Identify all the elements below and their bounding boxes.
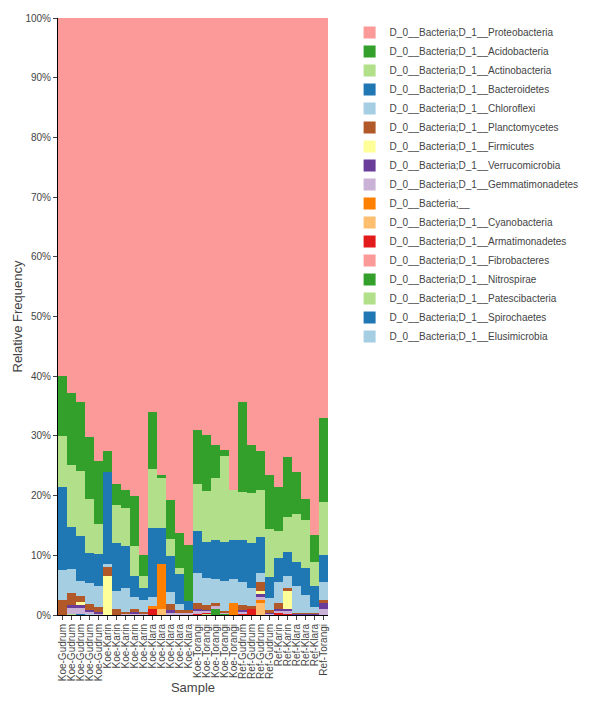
svg-text:D_0__Bacteria;D_1__Gemmatimona: D_0__Bacteria;D_1__Gemmatimonadetes bbox=[390, 179, 578, 190]
svg-text:10%: 10% bbox=[31, 550, 51, 561]
svg-text:Ref-Gudrum: Ref-Gudrum bbox=[264, 624, 275, 679]
svg-text:Koe-Torangi: Koe-Torangi bbox=[201, 624, 212, 678]
svg-text:Koe-Gudrum: Koe-Gudrum bbox=[84, 624, 95, 681]
svg-text:D_0__Bacteria;D_1__Verrucomicr: D_0__Bacteria;D_1__Verrucomicrobia bbox=[390, 160, 561, 171]
svg-text:Ref-Gudrum: Ref-Gudrum bbox=[255, 624, 266, 679]
svg-text:Koe-Gudrum: Koe-Gudrum bbox=[93, 624, 104, 681]
svg-text:D_0__Bacteria;D_1__Planctomyce: D_0__Bacteria;D_1__Planctomycetes bbox=[390, 122, 559, 133]
svg-text:Ref-Gudrum: Ref-Gudrum bbox=[237, 624, 248, 679]
svg-text:Koe-Klara: Koe-Klara bbox=[147, 624, 158, 669]
svg-text:D_0__Bacteria;D_1__Proteobacte: D_0__Bacteria;D_1__Proteobacteria bbox=[390, 27, 554, 38]
svg-text:40%: 40% bbox=[31, 371, 51, 382]
svg-text:80%: 80% bbox=[31, 132, 51, 143]
svg-text:Koe-Torangi: Koe-Torangi bbox=[192, 624, 203, 678]
svg-text:Ref-Karin: Ref-Karin bbox=[273, 624, 284, 666]
svg-text:D_0__Bacteria;D_1__Actinobacte: D_0__Bacteria;D_1__Actinobacteria bbox=[390, 65, 552, 76]
svg-text:D_0__Bacteria;D_1__Patescibact: D_0__Bacteria;D_1__Patescibacteria bbox=[390, 293, 557, 304]
svg-text:D_0__Bacteria;D_1__Cyanobacter: D_0__Bacteria;D_1__Cyanobacteria bbox=[390, 217, 553, 228]
svg-text:Koe-Klara: Koe-Klara bbox=[156, 624, 167, 669]
svg-text:D_0__Bacteria;D_1__Bacteroidet: D_0__Bacteria;D_1__Bacteroidetes bbox=[390, 84, 550, 95]
svg-text:Ref-Klara: Ref-Klara bbox=[291, 624, 302, 667]
svg-text:Sample: Sample bbox=[171, 680, 215, 695]
svg-text:30%: 30% bbox=[31, 430, 51, 441]
svg-text:Ref-Torangi: Ref-Torangi bbox=[318, 624, 329, 676]
svg-text:100%: 100% bbox=[25, 13, 51, 24]
svg-text:Koe-Karin: Koe-Karin bbox=[111, 624, 122, 668]
svg-text:Koe-Klara: Koe-Klara bbox=[183, 624, 194, 669]
svg-text:D_0__Bacteria;__: D_0__Bacteria;__ bbox=[390, 198, 470, 209]
svg-text:D_0__Bacteria;D_1__Fibrobacter: D_0__Bacteria;D_1__Fibrobacteres bbox=[390, 255, 550, 266]
svg-text:D_0__Bacteria;D_1__Nitrospirae: D_0__Bacteria;D_1__Nitrospirae bbox=[390, 274, 537, 285]
svg-text:50%: 50% bbox=[31, 311, 51, 322]
svg-text:Ref-Klara: Ref-Klara bbox=[309, 624, 320, 667]
svg-text:D_0__Bacteria;D_1__Elusimicrob: D_0__Bacteria;D_1__Elusimicrobia bbox=[390, 331, 548, 342]
svg-text:Ref-Klara: Ref-Klara bbox=[300, 624, 311, 667]
svg-text:D_0__Bacteria;D_1__Chloroflexi: D_0__Bacteria;D_1__Chloroflexi bbox=[390, 103, 536, 114]
svg-text:Koe-Gudrum: Koe-Gudrum bbox=[75, 624, 86, 681]
svg-text:Koe-Gudrum: Koe-Gudrum bbox=[66, 624, 77, 681]
svg-text:0%: 0% bbox=[37, 610, 52, 621]
svg-text:D_0__Bacteria;D_1__Acidobacter: D_0__Bacteria;D_1__Acidobacteria bbox=[390, 46, 549, 57]
svg-text:90%: 90% bbox=[31, 72, 51, 83]
svg-text:Koe-Torangi: Koe-Torangi bbox=[228, 624, 239, 678]
svg-text:Relative Frequency: Relative Frequency bbox=[10, 260, 25, 372]
svg-text:Koe-Torangi: Koe-Torangi bbox=[219, 624, 230, 678]
svg-text:D_0__Bacteria;D_1__Firmicutes: D_0__Bacteria;D_1__Firmicutes bbox=[390, 141, 535, 152]
svg-text:Koe-Karin: Koe-Karin bbox=[120, 624, 131, 668]
svg-text:70%: 70% bbox=[31, 192, 51, 203]
svg-text:60%: 60% bbox=[31, 251, 51, 262]
svg-text:D_0__Bacteria;D_1__Armatimonad: D_0__Bacteria;D_1__Armatimonadetes bbox=[390, 236, 567, 247]
svg-text:D_0__Bacteria;D_1__Spirochaete: D_0__Bacteria;D_1__Spirochaetes bbox=[390, 312, 547, 323]
svg-text:Koe-Karin: Koe-Karin bbox=[102, 624, 113, 668]
svg-text:Koe-Gudrum: Koe-Gudrum bbox=[57, 624, 68, 681]
svg-text:20%: 20% bbox=[31, 490, 51, 501]
svg-text:Koe-Karin: Koe-Karin bbox=[129, 624, 140, 668]
svg-text:Koe-Karin: Koe-Karin bbox=[138, 624, 149, 668]
svg-text:Ref-Karin: Ref-Karin bbox=[282, 624, 293, 666]
svg-text:Koe-Klara: Koe-Klara bbox=[174, 624, 185, 669]
svg-text:Koe-Klara: Koe-Klara bbox=[165, 624, 176, 669]
svg-text:Koe-Torangi: Koe-Torangi bbox=[210, 624, 221, 678]
svg-text:Ref-Gudrum: Ref-Gudrum bbox=[246, 624, 257, 679]
